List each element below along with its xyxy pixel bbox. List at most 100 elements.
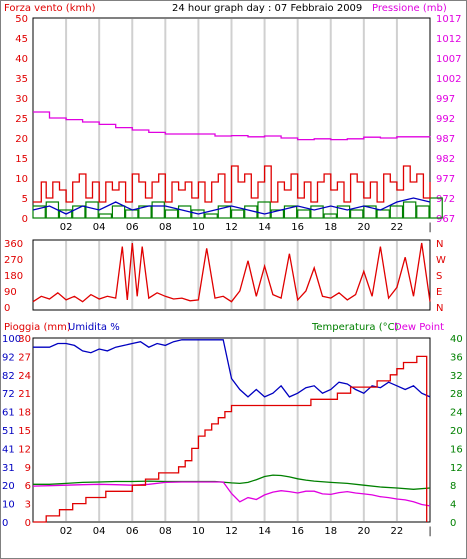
humidity-tick-label: 0 [2,518,8,529]
pressure-tick-label: 1017 [436,14,461,25]
wind-avg-bar [416,205,430,219]
x-tick-label: 14 [258,526,271,537]
compass-label: E [436,287,442,298]
humidity-tick-label: 92 [2,352,15,363]
wind-avg-bar [111,205,126,219]
temperature-line [33,474,431,490]
rain-tick-label: 3 [25,500,31,511]
wind-avg-bar [283,205,298,219]
pressure-line [33,111,431,141]
temperature-tick-label: 28 [450,389,463,400]
wind-tick-label: 0 [22,214,28,225]
humidity-line [33,339,431,398]
wind-tick-label: 40 [15,54,28,65]
x-tick-label: 16 [291,222,304,233]
humidity-tick-label: 100 [2,334,21,345]
x-tick-label: 06 [126,526,139,537]
rain-tick-label: 12 [18,444,31,455]
compass-label: W [436,255,446,266]
direction-tick-label: 270 [4,255,23,266]
pressure-tick-label: 977 [436,174,455,185]
pressure-axis-label: Pressione (mb) [372,3,447,14]
temperature-tick-label: 40 [450,334,463,345]
rain-tick-label: 21 [18,389,31,400]
wind-avg-bar [164,209,179,219]
temperature-tick-label: 4 [450,500,456,511]
x-tick-label: 20 [357,222,370,233]
wind-avg-bar [389,205,404,219]
rain-tick-label: 9 [25,463,31,474]
wind-tick-label: 30 [15,94,28,105]
temperature-tick-label: 24 [450,408,463,419]
wind-max-line [33,165,431,203]
direction-tick-label: 180 [4,271,23,282]
wind-avg-bar [336,205,351,219]
wind-avg-bar [191,209,205,219]
wind-avg-bar [204,213,218,219]
humidity-tick-label: 41 [2,444,15,455]
rain-tick-label: 27 [18,352,31,363]
x-tick-label: 14 [258,222,271,233]
chart-title: 24 hour graph day : 07 Febbraio 2009 [172,3,362,14]
x-tick-label: 02 [60,222,73,233]
pressure-tick-label: 982 [436,154,455,165]
x-tick-label: 06 [126,222,139,233]
pressure-tick-label: 967 [436,214,455,225]
pressure-tick-label: 1012 [436,34,461,45]
humidity-tick-label: 20 [2,481,15,492]
x-tick-label: 10 [192,526,205,537]
temperature-tick-label: 32 [450,371,463,382]
x-tick-label: 18 [324,526,337,537]
rain-tick-label: 30 [18,334,31,345]
pressure-tick-label: 997 [436,94,455,105]
compass-label: N [436,303,443,314]
temperature-tick-label: 20 [450,426,463,437]
humidity-tick-label: 51 [2,426,15,437]
x-tick-label: 20 [357,526,370,537]
rain-tick-label: 15 [18,426,31,437]
wind-avg-bar [230,209,245,219]
direction-tick-label: 0 [4,303,10,314]
x-tick-label: 10 [192,222,205,233]
temperature-tick-label: 12 [450,463,463,474]
temperature-tick-label: 0 [450,518,456,529]
wind-avg-bar [217,205,232,219]
temperature-tick-label: 36 [450,352,463,363]
humidity-tick-label: 82 [2,371,15,382]
humidity-tick-label: 10 [2,500,15,511]
wind-tick-label: 50 [15,14,28,25]
wind-avg-bar [363,205,377,219]
wind-avg-bar [310,205,324,219]
humidity-axis-label: Umidita % [68,322,120,333]
wind-tick-label: 10 [15,174,28,185]
wind-avg-bar [429,197,443,219]
x-tick-label: | [428,222,431,233]
x-tick-label: 22 [391,222,404,233]
direction-tick-label: 90 [4,287,17,298]
wind-avg-bar [98,213,112,219]
wind-avg-bar [32,205,46,219]
x-tick-label: 08 [159,526,172,537]
pressure-tick-label: 1007 [436,54,461,65]
wind-tick-label: 20 [15,134,28,145]
wind-tick-label: 5 [22,194,28,205]
wind-avg-bar [58,209,73,219]
wind-tick-label: 15 [15,154,28,165]
wind-gust-line [32,197,431,215]
direction-tick-label: 360 [4,239,23,250]
x-tick-label: 02 [60,526,73,537]
humidity-tick-label: 31 [2,463,15,474]
pressure-tick-label: 987 [436,134,455,145]
x-tick-label: 16 [291,526,304,537]
temperature-axis-label: Temperatura (°C) [311,322,399,333]
rain-tick-label: 24 [18,371,31,382]
x-tick-label: 12 [225,526,238,537]
wind-avg-bar [257,201,271,219]
wind-avg-bar [138,205,152,219]
temperature-tick-label: 8 [450,481,456,492]
humidity-tick-label: 61 [2,408,15,419]
compass-label: N [436,239,443,250]
wind-avg-bar [151,201,165,219]
